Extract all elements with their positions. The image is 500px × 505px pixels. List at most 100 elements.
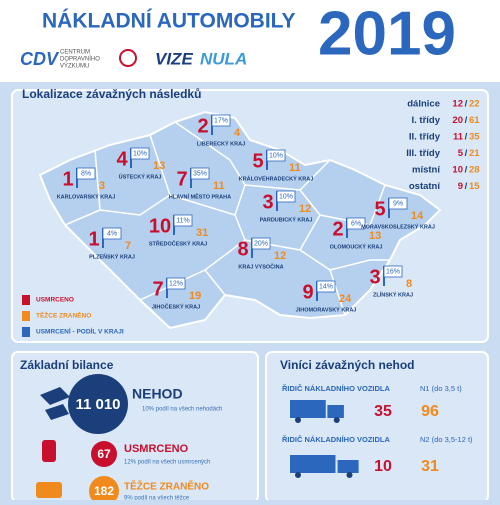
- killed-circle: [91, 441, 117, 467]
- region-killed: 4: [116, 148, 128, 170]
- share-box: [276, 190, 296, 203]
- balance-note: 10% podíl na všech nehodách: [142, 407, 222, 413]
- legend-label: USMRCENO: [36, 297, 74, 304]
- culprits-panel: [265, 351, 489, 503]
- road-separator: /: [465, 99, 468, 110]
- region-share: 6%: [351, 220, 361, 227]
- nehod-circle: [68, 374, 128, 434]
- truck-cab: [327, 405, 344, 418]
- share-box: [266, 149, 286, 162]
- road-injured: 22: [469, 99, 480, 110]
- road-name: III. třídy: [406, 148, 441, 159]
- region-name: ZLÍNSKÝ KRAJ: [373, 290, 413, 298]
- share-box: [102, 227, 122, 240]
- region-share: 10%: [133, 150, 147, 157]
- region-killed: 7: [152, 278, 163, 300]
- region-injured: 31: [196, 227, 208, 239]
- region-share: 8%: [81, 170, 91, 177]
- road-killed: 5: [458, 148, 464, 159]
- region-killed: 9: [302, 281, 313, 303]
- culprits-title: Viníci závažných nehod: [280, 358, 414, 372]
- region-share: 14%: [319, 283, 333, 290]
- logo-cdv: CDV: [20, 49, 60, 69]
- legend-swatch: [22, 311, 30, 321]
- region-name: KRAJ VYSOČINA: [238, 263, 283, 270]
- road-killed: 12: [452, 99, 463, 110]
- region-share: 10%: [279, 193, 293, 200]
- balance-value: 11 010: [75, 396, 120, 413]
- region-injured: 14: [411, 210, 424, 222]
- road-separator: /: [465, 148, 468, 159]
- logo-cdv-text: DOPRAVNÍHO: [60, 56, 100, 63]
- road-killed: 9: [458, 181, 463, 192]
- region-name: OLOMOUCKÝ KRAJ: [330, 243, 383, 250]
- region-name: ÚSTECKÝ KRAJ: [119, 173, 162, 180]
- road-separator: /: [465, 115, 468, 126]
- region-name: LIBERECKÝ KRAJ: [197, 140, 245, 147]
- region-name: JIHOMORAVSKÝ KRAJ: [296, 306, 357, 313]
- logo-vize: VIZE: [155, 49, 193, 68]
- region-share: 16%: [386, 268, 400, 275]
- balance-value: 67: [97, 447, 111, 461]
- region-share: 9%: [393, 200, 403, 207]
- region-share: 11%: [176, 217, 190, 224]
- balance-note: 12% podíl na všech usmrcených: [124, 460, 210, 466]
- region-injured: 8: [406, 278, 412, 290]
- region-killed: 10: [149, 215, 171, 237]
- region-name: PLZEŇSKÝ KRAJ: [89, 252, 135, 260]
- share-box: [173, 214, 193, 227]
- share-box: [383, 265, 403, 278]
- share-box: [166, 277, 186, 290]
- year: 2019: [318, 0, 456, 68]
- region-name: STŘEDOČESKÝ KRAJ: [149, 239, 207, 247]
- culprit-killed: 35: [374, 403, 392, 420]
- killed-icon: [42, 440, 56, 462]
- region-injured: 12: [274, 250, 286, 262]
- road-name: dálnice: [407, 99, 440, 110]
- road-injured: 61: [469, 115, 480, 126]
- region-killed: 2: [332, 218, 343, 240]
- road-injured: 21: [469, 148, 480, 159]
- header-bg: [0, 0, 500, 82]
- share-box: [251, 237, 271, 250]
- region-injured: 11: [289, 162, 301, 174]
- legend-label: USMRCENÍ - PODÍL V KRAJI: [36, 327, 124, 336]
- crash-icon: [40, 387, 70, 420]
- culprit-class: N1 (do 3,5 t): [420, 384, 462, 393]
- region-share: 35%: [193, 170, 207, 177]
- truck-wheel: [333, 417, 340, 423]
- culprit-label: ŘIDIČ NÁKLADNÍHO VOZIDLA: [282, 435, 390, 444]
- truck-cargo: [290, 400, 326, 418]
- region-injured: 24: [339, 293, 352, 305]
- culprit-injured: 96: [421, 403, 439, 420]
- balance-label: NEHOD: [132, 386, 183, 402]
- legend-label: TĚŽCE ZRANĚNO: [36, 311, 91, 320]
- truck-wheel: [295, 472, 301, 478]
- region-name: PARDUBICKÝ KRAJ: [260, 216, 313, 223]
- balance-title: Základní bilance: [20, 358, 114, 372]
- share-box: [211, 114, 231, 127]
- balance-note: 9% podíl na všech těžce: [124, 496, 190, 500]
- region-share: 4%: [107, 230, 117, 237]
- country-shape: [38, 110, 442, 330]
- road-killed: 10: [452, 165, 463, 176]
- region-injured: 12: [299, 203, 311, 215]
- road-injured: 28: [469, 165, 480, 176]
- culprit-class: N2 (do 3,5-12 t): [420, 435, 473, 444]
- region-injured: 11: [213, 180, 225, 192]
- region-name: MORAVSKOSLEZSKÝ KRAJ: [361, 223, 435, 230]
- region-injured: 3: [99, 180, 105, 192]
- logo-cdv-text: CENTRUM: [60, 50, 90, 56]
- region-injured: 19: [189, 290, 201, 302]
- balance-value: 182: [94, 484, 114, 498]
- region-killed: 2: [197, 115, 208, 137]
- truck-wheel: [295, 417, 301, 423]
- region-killed: 8: [237, 238, 248, 260]
- region-killed: 3: [369, 266, 380, 288]
- title: NÁKLADNÍ AUTOMOBILY: [42, 10, 296, 33]
- road-injured: 35: [469, 132, 480, 143]
- region-name: HLAVNÍ MĚSTO PRAHA: [169, 192, 231, 200]
- share-box: [316, 280, 336, 293]
- region-name: KRÁLOVÉHRADECKÝ KRAJ: [239, 174, 314, 182]
